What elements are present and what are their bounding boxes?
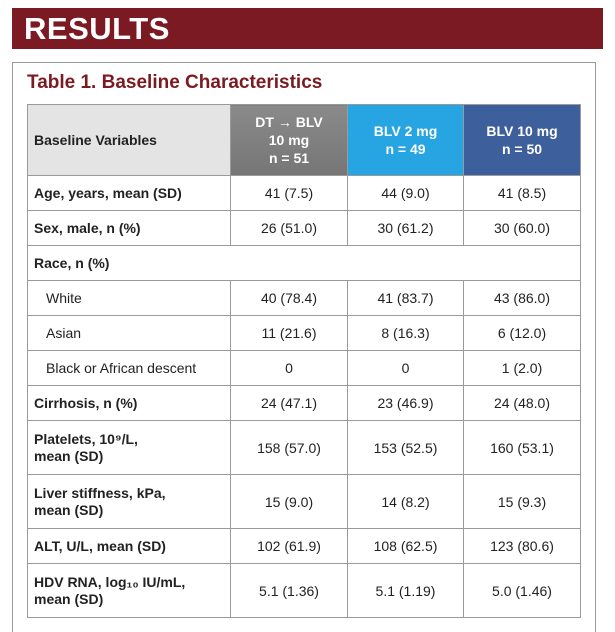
table-row: Platelets, 10⁹/L, mean (SD) 158 (57.0) 153 … [27,420,581,475]
table-row: Black or African descent 0 0 1 (2.0) [27,350,581,386]
text-line: Cirrhosis, n (%) [34,394,138,411]
text-line: Platelets, 10⁹/L, [34,430,138,447]
text-line: mean (SD) [34,447,104,464]
row-label: Black or African descent [27,350,231,386]
text-line: Sex, male, n (%) [34,219,141,236]
row-label: White [27,280,231,316]
text-line: n = 49 [385,141,426,157]
table-cell: 43 (86.0) [463,280,581,316]
table-cell: 26 (51.0) [230,210,348,246]
table-cell: 6 (12.0) [463,315,581,351]
text-line: White [46,289,82,306]
table-cell: 158 (57.0) [230,420,348,475]
table-cell: 5.1 (1.36) [230,563,348,618]
row-label: Race, n (%) [27,245,581,281]
table-cell: 15 (9.3) [463,474,581,529]
table-row: Asian 11 (21.6) 8 (16.3) 6 (12.0) [27,315,581,351]
column-header: BLV 2 mg n = 49 [347,104,464,176]
table-cell: 40 (78.4) [230,280,348,316]
text-line: Baseline Variables [34,132,157,148]
table-cell: 15 (9.0) [230,474,348,529]
column-header: DT → BLV 10 mg n = 51 [230,104,348,176]
text-line: mean (SD) [34,590,104,607]
row-label: Sex, male, n (%) [27,210,231,246]
table-cell: 30 (61.2) [347,210,464,246]
table-title: Table 1. Baseline Characteristics [27,72,323,93]
table-cell: 41 (83.7) [347,280,464,316]
table-cell: 8 (16.3) [347,315,464,351]
section-header: RESULTS [12,8,603,49]
row-label: Liver stiffness, kPa, mean (SD) [27,474,231,529]
column-header: BLV 10 mg n = 50 [463,104,581,176]
table-cell: 5.0 (1.46) [463,563,581,618]
row-label: HDV RNA, log₁₀ IU/mL, mean (SD) [27,563,231,618]
table-row: ALT, U/L, mean (SD) 102 (61.9) 108 (62.5) 1… [27,528,581,564]
table-row: White 40 (78.4) 41 (83.7) 43 (86.0) [27,280,581,316]
table-cell: 123 (80.6) [463,528,581,564]
table-cell: 0 [347,350,464,386]
table-cell: 108 (62.5) [347,528,464,564]
table-cell: 1 (2.0) [463,350,581,386]
row-label: Platelets, 10⁹/L, mean (SD) [27,420,231,475]
table: Baseline Variables DT → BLV 10 mg n = 51 BLV… [27,104,581,618]
text-line: Black or African descent [46,359,197,376]
text-line: DT → BLV [255,114,323,130]
table-cell: 153 (52.5) [347,420,464,475]
table-row: Sex, male, n (%) 26 (51.0) 30 (61.2) 30 (60… [27,210,581,246]
table-row: Liver stiffness, kPa, mean (SD) 15 (9.0) 14… [27,474,581,529]
table-cell: 24 (48.0) [463,385,581,421]
text-line: n = 50 [501,141,543,157]
table-row: Age, years, mean (SD) 41 (7.5) 44 (9.0) 41 … [27,175,581,211]
table-panel [12,62,596,632]
table-row: Cirrhosis, n (%) 24 (47.1) 23 (46.9) 24 (48… [27,385,581,421]
table-cell: 160 (53.1) [463,420,581,475]
text-line: BLV 2 mg [373,123,438,139]
row-label: Cirrhosis, n (%) [27,385,231,421]
table-cell: 0 [230,350,348,386]
table-cell: 14 (8.2) [347,474,464,529]
text-line: ALT, U/L, mean (SD) [34,537,166,554]
table-cell: 23 (46.9) [347,385,464,421]
text-line: Age, years, mean (SD) [34,184,182,201]
text-line: n = 51 [268,150,310,166]
table-cell: 11 (21.6) [230,315,348,351]
row-label: Age, years, mean (SD) [27,175,231,211]
text-line: 10 mg [268,132,310,148]
table-cell: 41 (8.5) [463,175,581,211]
text-line: mean (SD) [34,501,104,518]
table-cell: 24 (47.1) [230,385,348,421]
row-label: Asian [27,315,231,351]
text-line: BLV 10 mg [486,123,558,139]
table-cell: 41 (7.5) [230,175,348,211]
table-cell: 5.1 (1.19) [347,563,464,618]
table-cell: 30 (60.0) [463,210,581,246]
table-cell: 44 (9.0) [347,175,464,211]
header-row: Baseline Variables DT → BLV 10 mg n = 51 BLV… [27,104,581,176]
table-row: HDV RNA, log₁₀ IU/mL, mean (SD) 5.1 (1.36)… [27,563,581,618]
row-label: ALT, U/L, mean (SD) [27,528,231,564]
text-line: Asian [46,324,82,341]
text-line: Race, n (%) [34,254,110,271]
column-header: Baseline Variables [27,104,231,176]
text-line: Liver stiffness, kPa, [34,484,166,501]
table-row: Race, n (%) [27,245,581,281]
text-line: HDV RNA, log₁₀ IU/mL, [34,573,186,590]
table-cell: 102 (61.9) [230,528,348,564]
